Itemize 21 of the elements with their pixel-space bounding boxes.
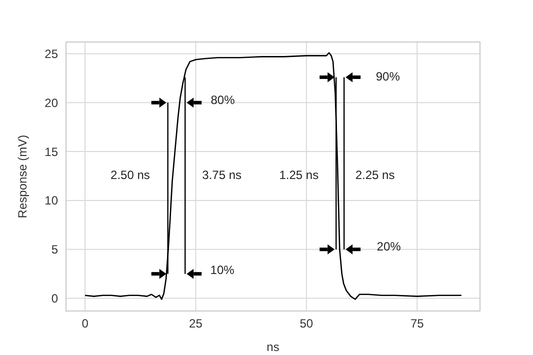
annotation: 90% [376,69,400,84]
y-tick-label: 5 [51,242,58,257]
line-series [84,52,462,300]
annotation: 2.25 ns [355,168,395,182]
annotation: 20% [376,240,402,254]
x-tick-label: 0 [82,316,89,331]
annotation: 80% [210,92,236,107]
x-tick-label: 50 [300,316,314,331]
annotation: 3.75 ns [202,168,242,182]
y-tick-label: 15 [44,144,58,159]
annotation: 2.50 ns [110,168,150,182]
annotation: 10% [210,263,235,278]
y-tick-label: 25 [44,47,58,61]
y-tick-label: 0 [51,292,58,306]
y-axis-title: Response (mV) [15,134,30,218]
y-tick-label: 20 [44,96,58,110]
x-tick-label: 25 [189,316,203,331]
annotation: 1.25 ns [279,168,319,182]
x-axis-title: ns [266,340,280,354]
x-tick-label: 75 [410,316,424,331]
y-tick-label: 10 [44,194,58,208]
